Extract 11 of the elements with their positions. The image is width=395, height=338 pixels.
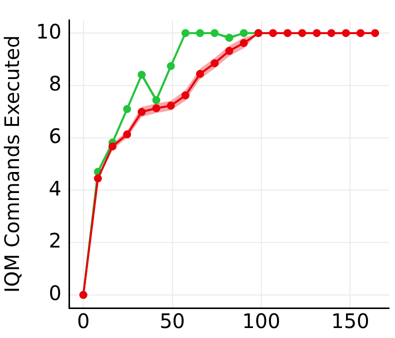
y-tick-label: 6 bbox=[48, 124, 62, 148]
x-tick-label: 50 bbox=[160, 309, 186, 334]
y-tick-label: 10 bbox=[36, 19, 62, 44]
y-tick-label: 4 bbox=[48, 176, 62, 200]
y-tick-label: 0 bbox=[48, 281, 62, 306]
x-tick-label: 0 bbox=[76, 309, 90, 334]
x-tick-label: 150 bbox=[331, 309, 370, 334]
y-axis-title: IQM Commands Executed bbox=[0, 35, 24, 293]
y-tick-label: 2 bbox=[48, 228, 62, 253]
y-tick-label: 8 bbox=[48, 72, 62, 96]
x-tick-label: 100 bbox=[242, 309, 280, 334]
